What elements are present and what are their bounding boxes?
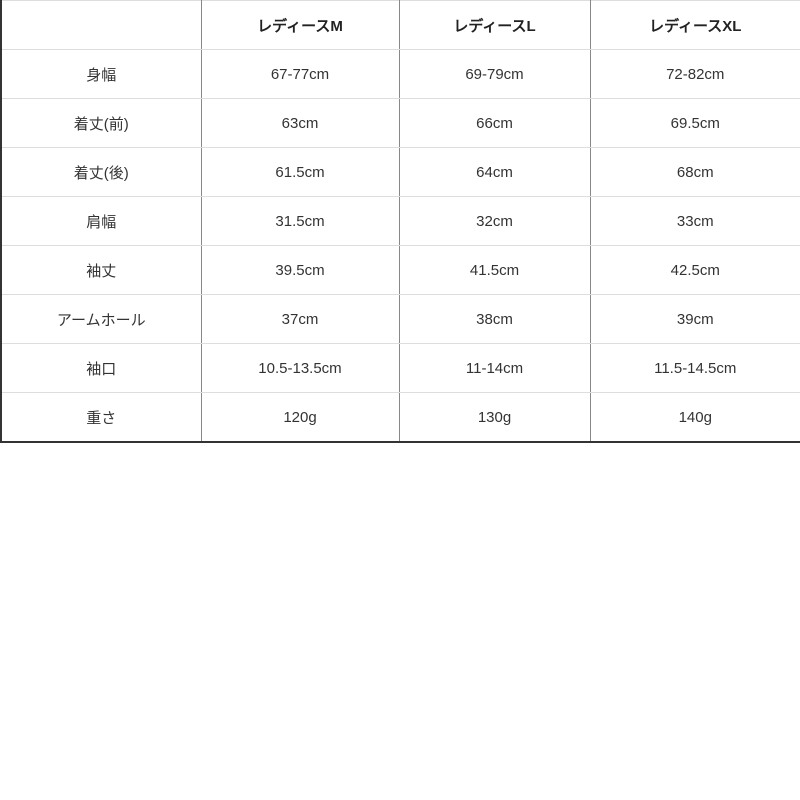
size-m-value: 39.5cm: [200, 245, 400, 295]
size-xl-value: 69.5cm: [589, 98, 800, 148]
row-label: 身幅: [0, 49, 202, 99]
row-label: 肩幅: [0, 196, 202, 246]
table-row: 着丈(後) 61.5cm 64cm 68cm: [0, 147, 800, 197]
header-size-m: レディースM: [200, 0, 400, 50]
size-l-value: 69-79cm: [398, 49, 591, 99]
size-xl-value: 140g: [589, 392, 800, 443]
size-table: レディースM レディースL レディースXL 身幅 67-77cm 69-79cm 72…: [0, 0, 800, 443]
size-xl-value: 11.5-14.5cm: [589, 343, 800, 393]
row-label: アームホール: [0, 294, 202, 344]
header-empty: [0, 0, 202, 50]
size-l-value: 32cm: [398, 196, 591, 246]
size-m-value: 31.5cm: [200, 196, 400, 246]
table-row: 重さ 120g 130g 140g: [0, 392, 800, 443]
size-l-value: 11-14cm: [398, 343, 591, 393]
size-l-value: 41.5cm: [398, 245, 591, 295]
size-l-value: 130g: [398, 392, 591, 443]
row-label: 袖口: [0, 343, 202, 393]
row-label: 重さ: [0, 392, 202, 443]
size-l-value: 66cm: [398, 98, 591, 148]
size-xl-value: 33cm: [589, 196, 800, 246]
table-row: 着丈(前) 63cm 66cm 69.5cm: [0, 98, 800, 148]
size-m-value: 61.5cm: [200, 147, 400, 197]
table-row: 肩幅 31.5cm 32cm 33cm: [0, 196, 800, 246]
table-row: アームホール 37cm 38cm 39cm: [0, 294, 800, 344]
size-xl-value: 39cm: [589, 294, 800, 344]
table-row: 袖口 10.5-13.5cm 11-14cm 11.5-14.5cm: [0, 343, 800, 393]
size-m-value: 37cm: [200, 294, 400, 344]
size-m-value: 120g: [200, 392, 400, 443]
size-m-value: 67-77cm: [200, 49, 400, 99]
size-xl-value: 72-82cm: [589, 49, 800, 99]
row-label: 袖丈: [0, 245, 202, 295]
row-label: 着丈(前): [0, 98, 202, 148]
size-l-value: 64cm: [398, 147, 591, 197]
table-row: 袖丈 39.5cm 41.5cm 42.5cm: [0, 245, 800, 295]
size-xl-value: 68cm: [589, 147, 800, 197]
size-m-value: 63cm: [200, 98, 400, 148]
size-xl-value: 42.5cm: [589, 245, 800, 295]
header-size-xl: レディースXL: [589, 0, 800, 50]
header-size-l: レディースL: [398, 0, 591, 50]
row-label: 着丈(後): [0, 147, 202, 197]
header-row: レディースM レディースL レディースXL: [0, 0, 800, 50]
size-m-value: 10.5-13.5cm: [200, 343, 400, 393]
table-row: 身幅 67-77cm 69-79cm 72-82cm: [0, 49, 800, 99]
size-l-value: 38cm: [398, 294, 591, 344]
